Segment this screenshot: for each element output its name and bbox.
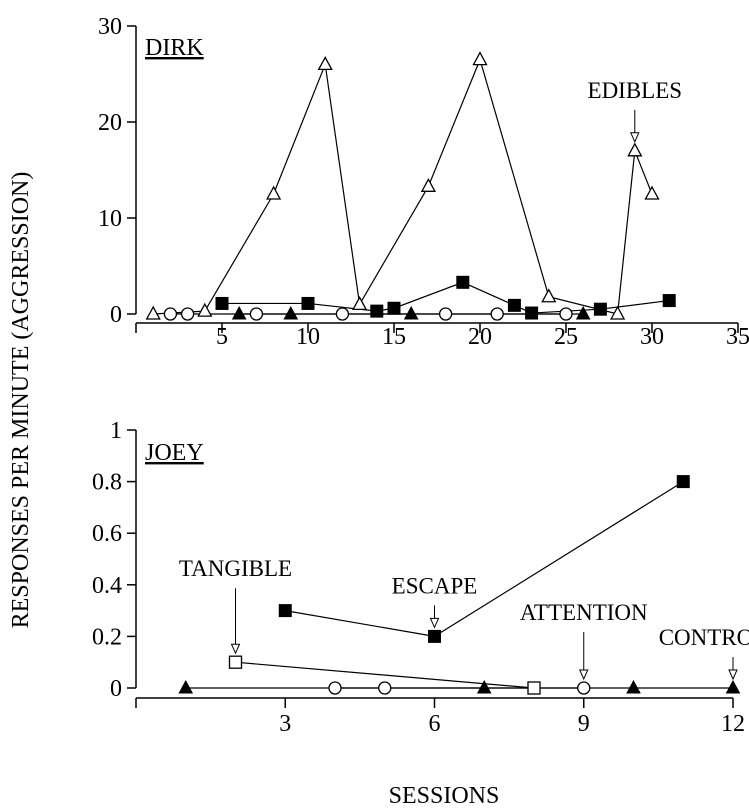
joey-annotation-label: ESCAPE <box>392 573 478 598</box>
dirk-annotation-arrowhead <box>630 132 640 144</box>
joey-y-tick-label: 1 <box>110 418 122 444</box>
joey-point-filled-triangle <box>178 679 194 694</box>
dirk-point-open-circle <box>180 307 195 321</box>
joey-y-tick-label: 0 <box>110 676 122 702</box>
dirk-axes: 0 10 20 30 5 10 15 20 25 30 35 DIRK <box>98 14 749 350</box>
joey-y-tick-label: 0.8 <box>92 470 122 496</box>
joey-annotation-label: CONTROL <box>659 625 749 650</box>
joey-x-tick-label: 6 <box>429 711 441 737</box>
joey-point-filled-square <box>428 629 441 643</box>
dirk-y-tick-label: 10 <box>98 206 122 232</box>
joey-point-filled-triangle <box>725 679 741 694</box>
joey-point-filled-triangle <box>476 679 492 694</box>
dirk-point-open-triangle <box>352 296 368 311</box>
x-axis-title: SESSIONS <box>389 783 500 809</box>
dirk-point-open-triangle <box>627 142 643 157</box>
dirk-point-filled-square <box>387 301 401 315</box>
dirk-point-open-circle <box>559 307 573 321</box>
dirk-x-tick-label: 35 <box>726 324 749 350</box>
joey-annotation-label: TANGIBLE <box>179 556 292 581</box>
dirk-point-filled-square <box>525 306 539 320</box>
dirk-panel-label: DIRK <box>145 35 204 61</box>
dirk-point-filled-square <box>507 298 521 312</box>
dirk-point-filled-square <box>301 296 315 310</box>
dirk-point-open-triangle <box>644 185 660 200</box>
y-axis-title: RESPONSES PER MINUTE (AGGRESSION) <box>8 172 34 629</box>
dirk-annotations: EDIBLES <box>588 78 683 144</box>
dirk-panel: 0 10 20 30 5 10 15 20 25 30 35 DIRK EDIBLES <box>98 14 749 350</box>
joey-point-filled-square <box>278 604 292 618</box>
dirk-point-open-circle <box>490 307 504 321</box>
dirk-point-open-triangle <box>266 185 282 200</box>
joey-annotations: TANGIBLE ESCAPE ATTENTION CONTROL <box>179 556 749 681</box>
dirk-point-open-circle <box>438 307 453 321</box>
joey-point-open-square <box>228 655 243 669</box>
joey-panel-label: JOEY <box>145 440 204 466</box>
dirk-point-filled-square <box>456 275 470 289</box>
dirk-point-open-circle <box>163 307 178 321</box>
joey-x-tick-label: 12 <box>721 711 745 737</box>
joey-point-filled-square <box>676 475 690 489</box>
joey-panel: 0 0.2 0.4 0.6 0.8 1 3 6 9 12 JOEY TANGIBLE ESCAPE AT… <box>92 418 749 737</box>
joey-annotation-arrowhead <box>728 669 738 681</box>
dirk-point-open-circle <box>249 307 264 321</box>
dirk-y-tick-label: 0 <box>110 302 122 328</box>
dirk-point-open-triangle <box>420 177 436 192</box>
joey-x-tick-label: 9 <box>578 711 590 737</box>
dirk-point-open-triangle <box>610 305 626 320</box>
joey-axes: 0 0.2 0.4 0.6 0.8 1 3 6 9 12 JOEY <box>92 418 745 737</box>
dirk-point-open-circle <box>335 307 350 321</box>
dirk-point-filled-triangle <box>575 305 591 320</box>
dirk-markers <box>145 51 676 321</box>
dirk-point-open-triangle <box>541 288 557 303</box>
dirk-point-filled-triangle <box>231 305 247 320</box>
joey-point-filled-triangle <box>626 679 641 694</box>
dirk-x-tick-label: 5 <box>216 324 228 350</box>
joey-point-open-circle <box>577 681 591 695</box>
joey-y-tick-label: 0.2 <box>92 624 122 650</box>
dirk-point-filled-square <box>662 294 676 308</box>
dirk-point-filled-square <box>370 304 384 318</box>
dirk-point-open-triangle <box>145 305 161 320</box>
dirk-y-tick-label: 30 <box>98 14 122 40</box>
dirk-point-open-triangle <box>472 51 488 66</box>
dirk-x-tick-label: 15 <box>382 324 406 350</box>
joey-annotation-arrowhead <box>578 669 589 681</box>
dirk-point-filled-square <box>215 296 229 310</box>
joey-x-tick-label: 3 <box>279 711 291 737</box>
joey-point-open-square <box>527 681 541 695</box>
joey-annotation-label: ATTENTION <box>520 600 648 625</box>
dirk-y-tick-label: 20 <box>98 110 122 136</box>
dirk-x-tick-label: 20 <box>468 324 492 350</box>
joey-point-open-circle <box>378 681 392 695</box>
dirk-point-open-triangle <box>317 56 333 71</box>
joey-markers <box>178 475 741 695</box>
dirk-x-tick-label: 30 <box>640 324 664 350</box>
dirk-x-tick-label: 10 <box>296 324 320 350</box>
dirk-series-line-open-triangle <box>153 57 653 315</box>
dirk-point-filled-square <box>593 302 607 316</box>
joey-point-open-circle <box>328 681 342 695</box>
dirk-point-open-triangle <box>197 302 213 317</box>
joey-annotation-arrowhead <box>230 643 241 655</box>
joey-annotation-arrowhead <box>429 617 440 629</box>
dirk-point-filled-triangle <box>283 305 299 320</box>
dirk-annotation-label: EDIBLES <box>588 78 683 103</box>
dirk-point-filled-triangle <box>403 305 419 320</box>
joey-y-tick-label: 0.6 <box>92 521 122 547</box>
dirk-x-tick-label: 25 <box>554 324 578 350</box>
joey-y-tick-label: 0.4 <box>92 573 122 599</box>
